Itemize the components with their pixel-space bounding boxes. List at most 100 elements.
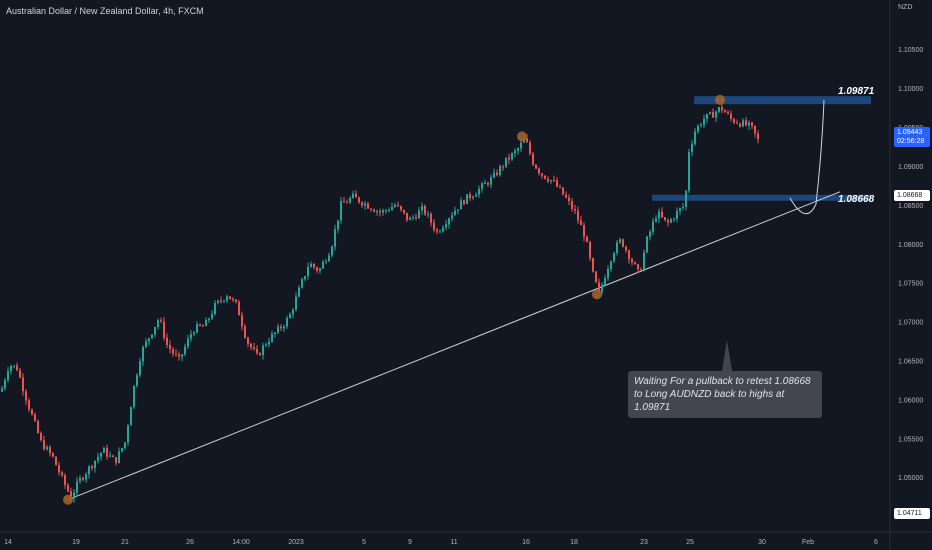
candle-body xyxy=(334,229,336,247)
candle-body xyxy=(58,465,60,473)
x-tick-label: 18 xyxy=(570,539,578,546)
candle-body xyxy=(601,284,603,292)
candle-body xyxy=(730,113,732,119)
candle-body xyxy=(10,366,12,372)
candle-body xyxy=(532,153,534,165)
candle-body xyxy=(430,213,432,223)
candle-body xyxy=(253,347,255,349)
x-tick-label: 30 xyxy=(758,539,766,546)
candle-body xyxy=(325,261,327,263)
candle-body xyxy=(652,221,654,232)
candle-body xyxy=(154,326,156,335)
x-tick-label: 23 xyxy=(640,539,648,546)
candle-body xyxy=(667,219,669,223)
candle-body xyxy=(295,296,297,310)
x-tick-label: 14 xyxy=(4,539,12,546)
candle-body xyxy=(100,452,102,457)
candle-body xyxy=(739,123,741,127)
candle-body xyxy=(625,246,627,251)
candle-body xyxy=(157,320,159,327)
candle-body xyxy=(562,187,564,195)
candle-body xyxy=(289,314,291,319)
x-tick-label: 14:00 xyxy=(232,539,250,546)
candle-body xyxy=(133,385,135,408)
candle-body xyxy=(691,143,693,153)
candle-body xyxy=(682,206,684,209)
candle-body xyxy=(595,271,597,283)
candle-body xyxy=(43,440,45,450)
candle-body xyxy=(340,201,342,221)
candle-body xyxy=(592,258,594,272)
candle-body xyxy=(412,217,414,219)
pivot-marker xyxy=(517,131,527,142)
candle-body xyxy=(37,420,39,434)
candle-body xyxy=(307,267,309,277)
y-tick-label: 1.08000 xyxy=(898,242,923,249)
candle-body xyxy=(166,337,168,345)
x-tick-label: 19 xyxy=(72,539,80,546)
candle-body xyxy=(493,172,495,178)
candle-body xyxy=(550,180,552,182)
candle-body xyxy=(337,220,339,230)
candle-body xyxy=(484,183,486,185)
candle-body xyxy=(559,186,561,188)
candle-body xyxy=(610,261,612,269)
candle-body xyxy=(22,377,24,392)
candle-body xyxy=(589,241,591,259)
candle-body xyxy=(616,242,618,254)
candle-body xyxy=(556,180,558,187)
candle-body xyxy=(301,279,303,288)
pivot-marker xyxy=(63,494,73,505)
symbol-title: Australian Dollar / New Zealand Dollar, … xyxy=(6,6,204,16)
candle-body xyxy=(400,206,402,210)
axis-currency: NZD xyxy=(898,4,913,11)
candle-body xyxy=(697,125,699,132)
y-tick-label: 1.08500 xyxy=(898,203,923,210)
candle-body xyxy=(172,349,174,354)
candle-body xyxy=(271,333,273,342)
candle-body xyxy=(382,210,384,213)
projection-path xyxy=(789,99,825,214)
candle-body xyxy=(358,197,360,203)
candle-body xyxy=(643,252,645,270)
candle-body xyxy=(55,456,57,466)
candle-body xyxy=(427,213,429,215)
candle-body xyxy=(178,354,180,357)
candle-body xyxy=(436,229,438,232)
candle-body xyxy=(490,177,492,185)
candle-body xyxy=(745,120,747,126)
candle-body xyxy=(349,198,351,203)
candle-body xyxy=(346,202,348,204)
x-tick-label: 2023 xyxy=(288,539,304,546)
candle-body xyxy=(94,460,96,469)
candle-body xyxy=(553,180,555,182)
candle-body xyxy=(403,209,405,213)
y-tick-label: 1.10000 xyxy=(898,86,923,93)
candle-body xyxy=(655,218,657,222)
candle-body xyxy=(703,119,705,125)
candle-body xyxy=(127,425,129,443)
current-price-value: 1.09443 xyxy=(897,129,923,136)
x-tick-label: 25 xyxy=(686,539,694,546)
candle-body xyxy=(277,326,279,333)
candle-body xyxy=(115,457,117,463)
candle-body xyxy=(85,474,87,480)
candle-body xyxy=(544,175,546,179)
candle-body xyxy=(28,400,30,410)
candle-body xyxy=(454,210,456,216)
candle-body xyxy=(685,190,687,207)
candle-body xyxy=(280,326,282,329)
candle-body xyxy=(70,491,72,499)
candle-body xyxy=(661,211,663,218)
candle-body xyxy=(367,203,369,209)
candle-body xyxy=(721,107,723,111)
candle-body xyxy=(526,138,528,143)
candle-body xyxy=(244,326,246,338)
candle-body xyxy=(274,332,276,334)
candle-body xyxy=(262,345,264,356)
candle-body xyxy=(145,341,147,347)
current-price-badge: 1.09443 02:56:28 xyxy=(894,127,930,147)
candle-body xyxy=(331,246,333,256)
candle-body xyxy=(121,448,123,452)
